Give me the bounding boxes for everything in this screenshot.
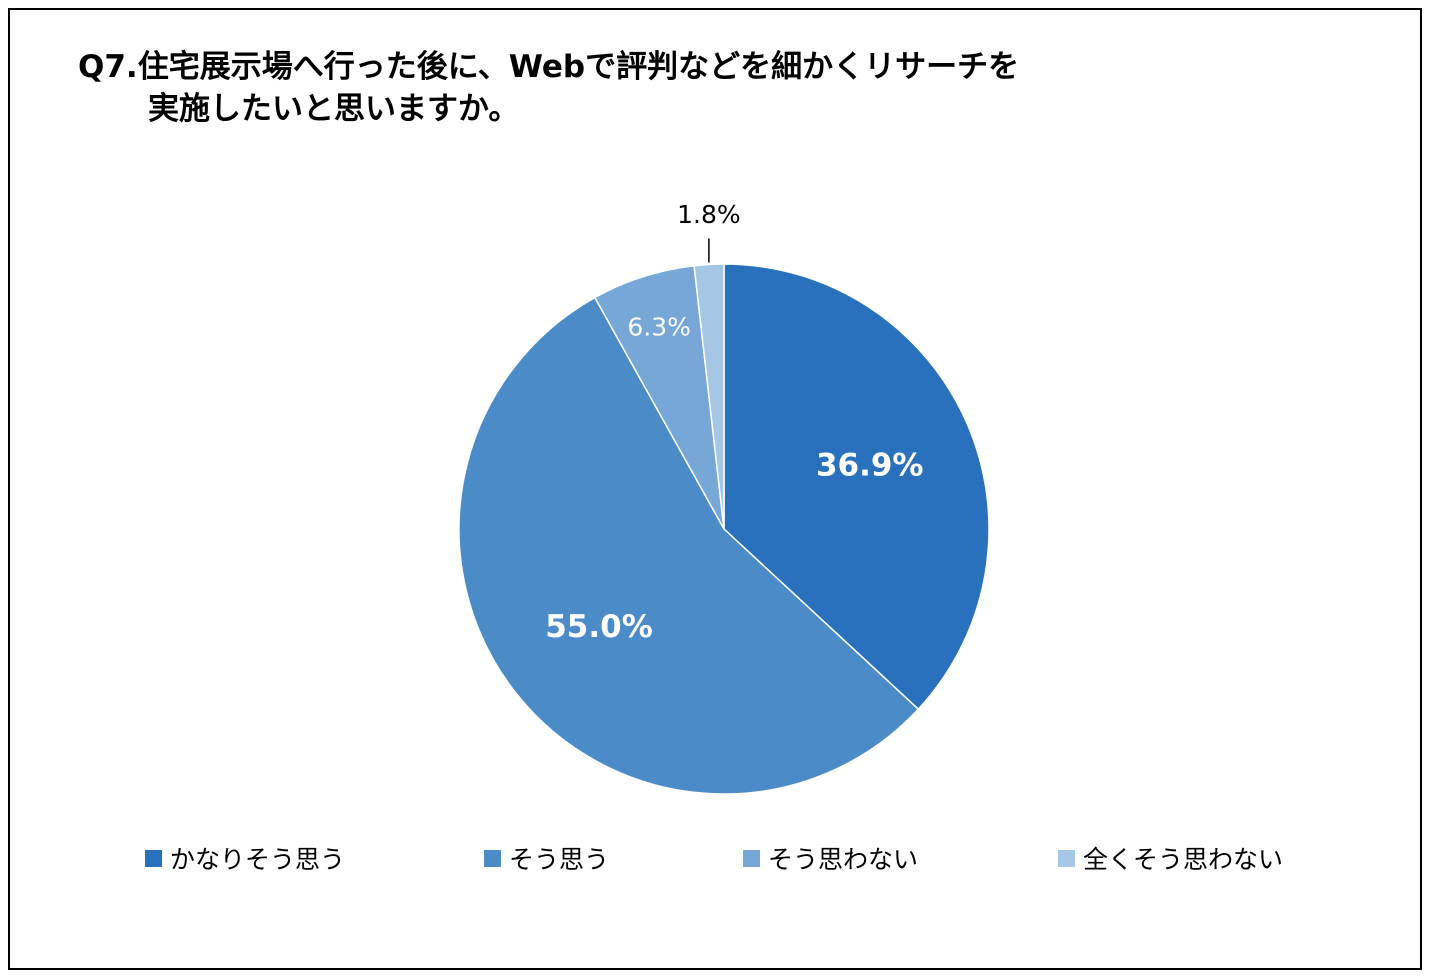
chart-title-line-2: 実施したいと思いますか。	[148, 91, 520, 127]
legend-item-4: 全くそう思わない	[1058, 838, 1283, 878]
chart-title-line-1: Q7.住宅展示場へ行った後に、Webで評判などを細かくリサーチを	[78, 49, 1020, 85]
legend-swatch-4	[1058, 849, 1075, 867]
data-label-3: 6.3%	[627, 313, 691, 342]
legend-item-1: かなりそう思う	[145, 838, 345, 878]
pie-slice-4	[693, 263, 725, 530]
legend-label-4: 全くそう思わない	[1083, 845, 1284, 874]
chart-legend: かなりそう思う そう思う そう思わない 全くそう思わない	[0, 838, 1434, 878]
legend-item-2: そう思う	[484, 838, 609, 878]
pie-slice-1	[723, 263, 990, 711]
pie-slice-2	[458, 296, 920, 795]
data-label-1: 36.9%	[816, 447, 924, 483]
legend-item-3: そう思わない	[743, 838, 918, 878]
data-label-4: 1.8%	[677, 200, 741, 229]
data-label-2: 55.0%	[545, 609, 653, 645]
legend-swatch-1	[145, 849, 162, 867]
legend-label-3: そう思わない	[768, 845, 919, 874]
legend-label-2: そう思う	[509, 845, 610, 874]
legend-swatch-3	[743, 849, 760, 867]
legend-swatch-2	[484, 849, 501, 867]
legend-label-1: かなりそう思う	[170, 845, 346, 874]
chart-title: Q7.住宅展示場へ行った後に、Webで評判などを細かくリサーチを 実施したいと思…	[78, 46, 1019, 130]
